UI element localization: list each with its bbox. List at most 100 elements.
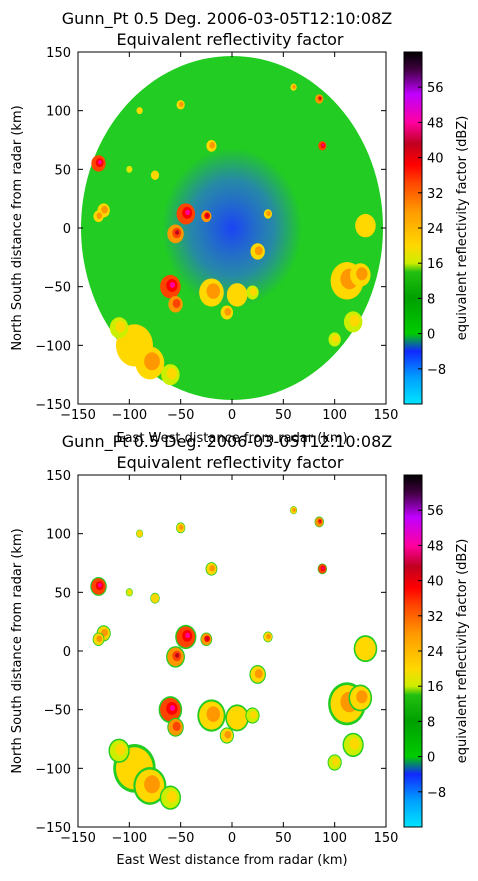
echo-peak — [98, 160, 102, 165]
echo-core — [128, 167, 132, 171]
echo-cell — [199, 278, 224, 307]
colorbar-tick-label: 0 — [427, 328, 435, 343]
echo-peak — [322, 566, 325, 570]
x-axis-label: East West distance from radar (km) — [116, 431, 347, 446]
echo-core — [209, 565, 216, 572]
echo-core — [138, 108, 142, 113]
colorbar-tick-label: 24 — [427, 645, 444, 660]
y-tick-label: 50 — [54, 586, 71, 601]
y-tick-label: −100 — [35, 339, 71, 354]
colorbar-tick-label: −8 — [427, 363, 446, 378]
clear-air-noise — [162, 148, 302, 308]
echo-cell — [92, 632, 105, 647]
echo-core — [101, 205, 108, 214]
echo-core — [224, 730, 232, 739]
echo-cell — [109, 317, 129, 339]
echo-core — [254, 669, 263, 679]
echo-cell — [290, 506, 298, 515]
echo-cell — [328, 332, 341, 347]
echo-cell — [167, 717, 184, 737]
echo-cell — [175, 522, 186, 534]
echo-core — [96, 212, 103, 219]
x-tick-label: 50 — [275, 831, 292, 846]
y-tick-label: 100 — [46, 105, 71, 120]
colorbar: −8 0 8 16 24 32 40 48 56 equivalent reflectivity… — [403, 51, 470, 405]
echo-cell — [176, 100, 185, 110]
echo-core — [356, 267, 368, 281]
echo-peak — [175, 230, 180, 235]
echo-peak — [169, 281, 176, 288]
y-tick-label: −150 — [35, 821, 71, 836]
echo-cell — [343, 311, 363, 333]
echo-cell — [353, 635, 378, 663]
echo-core — [266, 633, 271, 640]
echo-cell — [226, 283, 248, 307]
plot-area — [78, 52, 386, 404]
colorbar-tick-label: 48 — [427, 116, 444, 131]
x-tick-label: −100 — [111, 831, 147, 846]
y-tick-label: 50 — [54, 163, 71, 178]
echo-cell — [201, 210, 212, 223]
echo-cell — [350, 263, 371, 287]
echo-cell — [205, 562, 218, 576]
echo-core — [206, 706, 221, 722]
y-tick-label: −50 — [44, 704, 71, 719]
x-axis: −150 −100 −50 0 50 100 150 — [60, 475, 398, 846]
echo-core — [250, 710, 257, 719]
echo-cell — [136, 529, 144, 538]
echo-cell — [206, 140, 217, 152]
echo-core — [128, 590, 132, 594]
echo-core — [224, 307, 232, 316]
echo-cell — [93, 210, 104, 223]
echo-cell — [314, 516, 324, 528]
echo-cell — [175, 624, 197, 650]
colorbar-tick-label: 40 — [427, 152, 444, 167]
chart-subtitle: Equivalent reflectivity factor — [116, 30, 343, 49]
echo-peak — [319, 520, 322, 523]
echo-core — [292, 84, 296, 89]
echo-peak — [319, 97, 322, 100]
echo-core — [209, 142, 216, 149]
echo-cell — [220, 305, 234, 320]
echo-core — [179, 524, 184, 530]
colorbar-tick-label: 8 — [427, 292, 435, 307]
y-tick-label: −100 — [35, 762, 71, 777]
echo-cell — [342, 732, 364, 758]
echo-peak — [169, 704, 176, 711]
y-axis: −150 −100 −50 0 50 100 150 — [35, 46, 386, 413]
y-tick-label: −150 — [35, 398, 71, 413]
chart-title: Gunn_Pt 0.5 Deg. 2006-03-05T12:10:08Z — [62, 432, 392, 452]
echo-core — [166, 790, 177, 803]
x-tick-label: 150 — [374, 831, 399, 846]
echo-core — [172, 298, 181, 308]
echo-core — [250, 287, 257, 296]
echo-cell — [355, 213, 376, 238]
x-tick-label: 50 — [275, 408, 292, 423]
y-tick-label: 0 — [63, 645, 71, 660]
echo-layer — [90, 506, 378, 810]
echo-cell — [161, 364, 180, 386]
x-tick-label: 100 — [322, 408, 347, 423]
echo-core — [153, 172, 158, 178]
echo-core — [233, 710, 245, 724]
x-tick-label: −100 — [111, 408, 147, 423]
echo-cell — [126, 165, 133, 173]
echo-core — [266, 210, 271, 217]
echo-cell — [197, 699, 226, 732]
echo-core — [144, 775, 160, 794]
echo-core — [206, 283, 221, 299]
echo-cell — [167, 224, 184, 244]
echo-cell — [160, 274, 181, 299]
echo-cell — [159, 785, 182, 810]
echo-cell — [246, 285, 259, 300]
y-tick-label: 150 — [46, 469, 71, 484]
echo-cell — [90, 577, 107, 596]
y-tick-label: −50 — [44, 281, 71, 296]
echo-core — [115, 320, 126, 333]
panel-unfiltered: Gunn_Pt 0.5 Deg. 2006-03-05T12:10:08Z Eq… — [10, 9, 470, 446]
echo-cell — [150, 170, 160, 180]
echo-peak — [206, 636, 209, 640]
echo-cell — [250, 243, 265, 260]
echo-cell — [200, 632, 213, 647]
